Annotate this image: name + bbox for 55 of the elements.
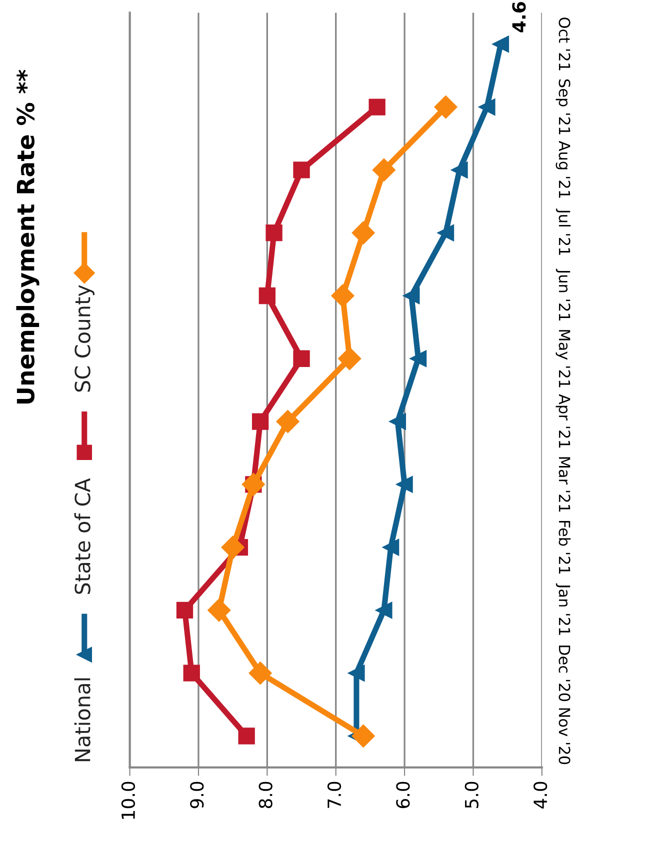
y-tick-label: Nov '20 <box>558 708 570 764</box>
point <box>478 98 496 116</box>
point <box>176 602 194 619</box>
legend-label: State of CA <box>74 478 90 594</box>
point <box>293 350 310 367</box>
point <box>492 36 510 52</box>
y-tick-label: Feb '21 <box>558 521 571 574</box>
point <box>451 162 468 178</box>
point <box>331 284 354 308</box>
x-tick-label: 10.0 <box>121 782 136 819</box>
y-tick-label: Oct '21 <box>558 18 570 70</box>
point <box>410 350 427 367</box>
legend-label: SC County <box>74 285 94 392</box>
point <box>338 347 362 370</box>
point <box>389 413 406 430</box>
point <box>434 96 458 119</box>
point <box>238 728 255 744</box>
legend-label: National <box>74 678 90 762</box>
point <box>348 664 365 682</box>
x-tick-label: 9.0 <box>190 782 204 808</box>
x-tick-label: 4.0 <box>533 782 548 808</box>
point <box>382 538 400 556</box>
y-tick-label: Sep '21 <box>556 79 570 134</box>
y-tick-label: Dec '20 <box>558 646 570 702</box>
x-tick-label: 7.0 <box>327 782 342 808</box>
point <box>372 158 396 182</box>
point <box>221 536 244 559</box>
point <box>242 472 265 496</box>
point <box>252 413 269 430</box>
point <box>376 602 392 619</box>
point <box>368 98 386 116</box>
point <box>248 662 272 685</box>
y-tick-label: Mar '21 <box>558 457 570 512</box>
point <box>276 410 300 434</box>
point <box>208 598 231 622</box>
point <box>352 724 375 748</box>
y-tick-label: May '21 <box>556 330 570 388</box>
point <box>437 224 454 242</box>
x-tick-label: 5.0 <box>464 782 478 808</box>
x-tick-label: 6.0 <box>396 782 410 808</box>
y-tick-label: Apr '21 <box>556 394 570 448</box>
point <box>293 162 310 178</box>
data-label: 4.6 <box>512 2 526 32</box>
point <box>396 476 413 493</box>
y-tick-label: Jun '21 <box>556 268 570 321</box>
y-tick-label: Aug '21 <box>556 140 570 198</box>
point <box>266 224 282 242</box>
point <box>352 221 375 244</box>
point <box>258 287 276 304</box>
x-tick-label: 8.0 <box>258 782 272 808</box>
y-tick-label: Jul '21 <box>556 208 571 255</box>
y-tick-label: Jan '21 <box>556 583 570 635</box>
point <box>183 664 200 682</box>
text: Unemployment Rate % ** <box>16 70 40 404</box>
point <box>403 287 420 304</box>
